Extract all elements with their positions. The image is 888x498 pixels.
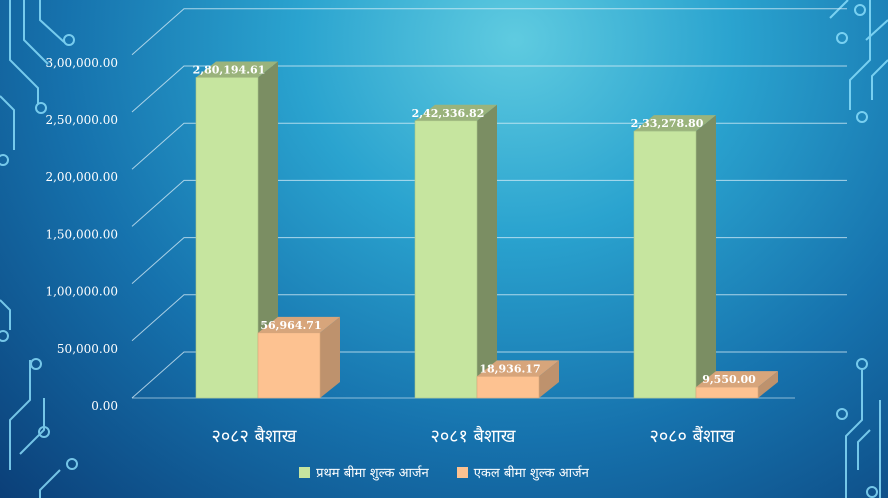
bar — [414, 120, 478, 399]
legend: प्रथम बीमा शुल्क आर्जन एकल बीमा शुल्क आर… — [0, 463, 888, 481]
bar-side — [320, 316, 340, 398]
bar-top — [196, 61, 278, 78]
category-label: २०८० बैंशाख — [649, 425, 734, 447]
gridline — [131, 351, 847, 399]
y-tick-label: 1,00,000.00 — [45, 285, 118, 299]
bar-side — [758, 371, 778, 398]
legend-label-single-premium: एकल बीमा शुल्क आर्जन — [473, 466, 589, 481]
y-tick-label: 0.00 — [91, 399, 118, 413]
y-tick-label: 3,00,000.00 — [45, 56, 118, 70]
gridline — [131, 8, 847, 56]
y-tick-label: 50,000.00 — [57, 342, 118, 356]
bar-top — [634, 115, 716, 132]
bar-side — [477, 104, 497, 399]
category-label: २०८१ बैशाख — [430, 425, 515, 447]
data-label: 2,33,278.80 — [631, 117, 704, 130]
y-tick-label: 1,50,000.00 — [45, 227, 118, 241]
gridline — [131, 65, 847, 113]
legend-swatch-single-premium — [456, 466, 468, 478]
gridline — [131, 294, 847, 342]
data-label: 18,936.17 — [479, 362, 540, 375]
category-label: २०८२ बैशाख — [211, 425, 296, 447]
bar-side — [696, 115, 716, 398]
data-label: 9,550.00 — [702, 373, 756, 386]
legend-label-first-premium: प्रथम बीमा शुल्क आर्जन — [316, 466, 429, 481]
bar — [476, 376, 540, 399]
bar — [257, 332, 321, 399]
y-tick-label: 2,50,000.00 — [45, 113, 118, 127]
bar — [195, 77, 259, 399]
data-label: 2,42,336.82 — [412, 107, 485, 120]
bar-top — [477, 360, 559, 377]
data-label: 56,964.71 — [260, 319, 321, 332]
gridline — [131, 179, 847, 227]
bar-top — [415, 104, 497, 121]
bar-side — [539, 360, 559, 398]
data-label: 2,80,194.61 — [193, 63, 266, 76]
gridline — [131, 122, 847, 170]
bar — [633, 130, 697, 399]
bar-top — [696, 371, 778, 388]
y-tick-label: 2,00,000.00 — [45, 170, 118, 184]
bar-side — [258, 61, 278, 398]
legend-item-first-premium: प्रथम बीमा शुल्क आर्जन — [299, 463, 429, 481]
bar-top — [258, 316, 340, 333]
legend-swatch-first-premium — [299, 466, 311, 478]
gridline — [131, 237, 847, 284]
bar — [695, 386, 759, 399]
legend-item-single-premium: एकल बीमा शुल्क आर्जन — [456, 463, 589, 481]
